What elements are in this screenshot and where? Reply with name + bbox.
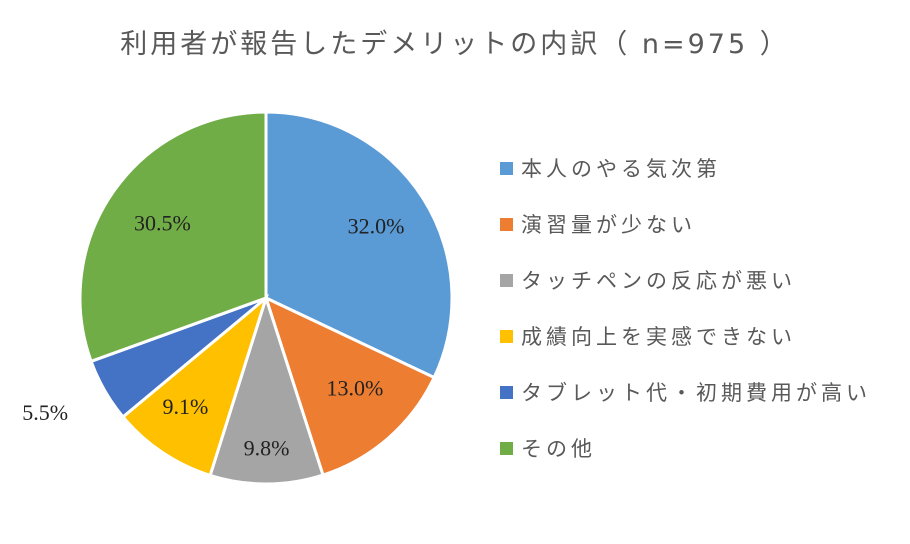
- legend-label: 成績向上を実感できない: [521, 325, 796, 349]
- pie-slice-3: [208, 293, 325, 486]
- legend-label: タッチペンの反応が悪い: [521, 269, 796, 293]
- legend-swatch: [500, 441, 513, 455]
- legend-label: 演習量が少ない: [521, 213, 696, 237]
- legend-swatch: [500, 161, 513, 175]
- pie-slice-2: [263, 295, 437, 477]
- legend-item-6: その他: [500, 420, 900, 476]
- legend: 本人のやる気次第 演習量が少ないタッチペンの反応が悪い 成績向上を実感できないタブレ…: [500, 140, 900, 476]
- legend-label: 本人のやる気次第: [521, 157, 721, 181]
- legend-item-3: タッチペンの反応が悪い: [500, 252, 900, 308]
- data-label-4: 9.1%: [162, 394, 208, 419]
- legend-swatch: [500, 273, 513, 287]
- legend-item-4: 成績向上を実感できない: [500, 308, 900, 364]
- data-label-1: 32.0%: [348, 213, 405, 238]
- legend-item-2: 演習量が少ない: [500, 196, 900, 252]
- legend-item-1: 本人のやる気次第: [500, 140, 900, 196]
- legend-swatch: [500, 329, 513, 343]
- data-label-3: 9.8%: [244, 436, 290, 461]
- legend-item-5: タブレット代・初期費用が高い: [500, 364, 900, 420]
- chart-title: 利用者が報告したデメリットの内訳（ n=975 ）: [120, 29, 790, 60]
- pie-data-labels: 32.0% 13.0% 9.8% 9.1% 5.5% 30.5%: [22, 210, 404, 460]
- legend-label: タブレット代・初期費用が高い: [521, 381, 871, 405]
- pie-slice-6: [78, 110, 268, 364]
- data-label-6: 30.5%: [134, 210, 191, 235]
- pie-slice-1: [264, 110, 454, 380]
- legend-label: その他: [521, 437, 596, 461]
- pie-slice-4: [120, 293, 269, 478]
- pie-slices: [78, 110, 454, 486]
- legend-swatch: [500, 385, 513, 399]
- data-label-5: 5.5%: [22, 400, 68, 425]
- data-label-2: 13.0%: [327, 375, 384, 400]
- legend-swatch: [500, 217, 513, 231]
